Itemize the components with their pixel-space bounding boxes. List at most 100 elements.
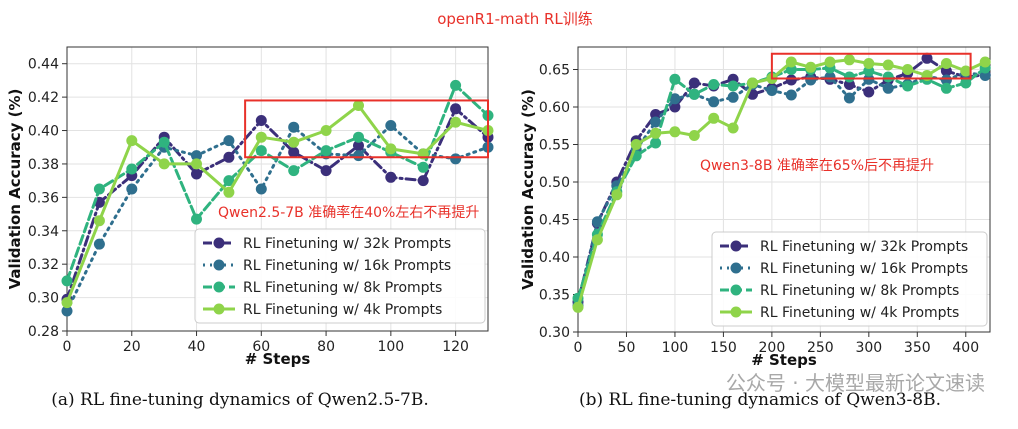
highlight-box	[244, 99, 489, 159]
x-tick-label: 0	[63, 339, 72, 355]
caption-a: (a) RL fine-tuning dynamics of Qwen2.5-7…	[51, 390, 429, 410]
data-point-16k	[288, 121, 300, 133]
data-point-8k	[882, 71, 894, 83]
data-point-16k	[766, 85, 778, 96]
x-tick-label: 20	[123, 339, 141, 355]
chart-b: 0 50 100 150 200 250 300 350 400 0.30 0.35 0.40 0.45…	[519, 46, 991, 369]
data-point-32k	[223, 151, 235, 163]
data-point-8k	[353, 131, 364, 143]
data-point-32k	[785, 74, 797, 86]
data-point-16k	[785, 89, 797, 101]
y-tick-label: 0.50	[539, 175, 570, 191]
data-point-4k	[863, 58, 875, 69]
legend-box	[194, 228, 486, 324]
data-point-32k	[863, 86, 875, 98]
series-line-4k	[576, 58, 987, 309]
legend-swatch-marker	[730, 284, 742, 296]
highlight-box	[770, 52, 972, 80]
legend-swatch-marker	[730, 240, 742, 252]
y-tick-label: 0.34	[28, 224, 59, 240]
legend-label: RL Finetuning w/ 32k Prompts	[243, 236, 451, 252]
legend-label: RL Finetuning w/ 8k Prompts	[760, 283, 959, 299]
y-tick-label: 0.45	[539, 213, 570, 229]
data-point-4k	[591, 234, 603, 246]
y-tick-label: 0.44	[28, 57, 59, 73]
data-point-4k	[902, 64, 914, 75]
data-point-4k	[669, 126, 681, 138]
data-point-8k	[417, 161, 429, 173]
y-tick-label: 0.35	[539, 288, 570, 304]
x-tick-label: 120	[442, 339, 469, 355]
data-point-4k	[126, 135, 138, 147]
data-point-32k	[385, 171, 397, 183]
y-tick-label: 0.65	[539, 63, 570, 79]
data-point-4k	[191, 158, 202, 170]
plot-frame	[66, 46, 489, 332]
x-tick-label: 100	[662, 340, 689, 356]
data-point-8k	[688, 88, 700, 100]
legend-swatch-marker	[213, 237, 225, 249]
data-point-4k	[223, 186, 235, 198]
y-tick-label: 0.40	[539, 250, 570, 266]
series-line-8k	[65, 83, 490, 283]
data-point-16k	[255, 183, 267, 195]
data-point-4k	[255, 131, 267, 143]
data-point-4k	[805, 61, 817, 73]
data-point-32k	[255, 115, 267, 126]
y-tick-label: 0.36	[28, 190, 59, 206]
y-axis-label: Validation Accuracy (%)	[6, 89, 24, 290]
data-point-8k	[126, 163, 138, 175]
legend-label: RL Finetuning w/ 16k Prompts	[760, 261, 968, 277]
data-point-16k	[940, 74, 952, 86]
figure-title: openR1-math RL训练	[437, 10, 593, 28]
data-point-16k	[727, 91, 739, 103]
data-point-4k	[650, 127, 662, 139]
series-line-32k	[576, 56, 987, 304]
data-point-8k	[650, 137, 662, 149]
legend-box	[711, 231, 988, 327]
data-point-16k	[650, 116, 662, 128]
legend-label: RL Finetuning w/ 32k Prompts	[760, 239, 968, 255]
y-tick-label: 0.30	[28, 291, 59, 307]
data-point-16k	[843, 92, 855, 104]
legend-swatch-marker	[213, 303, 225, 315]
series-line-16k	[576, 71, 987, 308]
y-tick-label: 0.28	[28, 324, 59, 340]
series-line-8k	[576, 66, 987, 300]
data-point-16k	[708, 96, 720, 108]
x-tick-label: 400	[952, 340, 979, 356]
legend-label: RL Finetuning w/ 8k Prompts	[243, 280, 442, 296]
data-point-8k	[669, 73, 681, 85]
legend-label: RL Finetuning w/ 4k Prompts	[760, 305, 959, 321]
data-point-32k	[450, 103, 462, 115]
data-point-32k	[688, 77, 700, 89]
legend-swatch-marker	[213, 281, 225, 293]
series-4k	[572, 54, 991, 313]
data-point-8k	[902, 80, 914, 92]
data-point-4k	[824, 56, 836, 68]
data-point-8k	[223, 175, 235, 187]
annotation-text: Qwen2.5-7B 准确率在40%左右不再提升	[218, 204, 479, 221]
y-tick-label: 0.40	[28, 124, 59, 140]
data-point-4k	[747, 77, 758, 89]
y-tick-label: 0.32	[28, 257, 59, 273]
data-point-8k	[61, 275, 73, 287]
data-point-4k	[611, 189, 623, 201]
x-tick-label: 40	[188, 339, 206, 355]
legend-swatch-marker	[213, 259, 225, 271]
x-axis-label: # Steps	[245, 350, 311, 368]
data-point-8k	[191, 213, 202, 225]
data-point-16k	[61, 305, 73, 317]
data-point-16k	[93, 238, 105, 250]
data-point-8k	[727, 80, 739, 92]
data-point-4k	[979, 56, 991, 68]
data-point-4k	[93, 215, 105, 227]
data-point-32k	[191, 168, 202, 180]
data-point-4k	[288, 136, 300, 148]
data-point-4k	[960, 65, 972, 77]
data-point-16k	[591, 216, 603, 228]
data-point-4k	[450, 116, 462, 128]
data-point-16k	[882, 82, 894, 94]
data-point-16k	[669, 93, 681, 105]
